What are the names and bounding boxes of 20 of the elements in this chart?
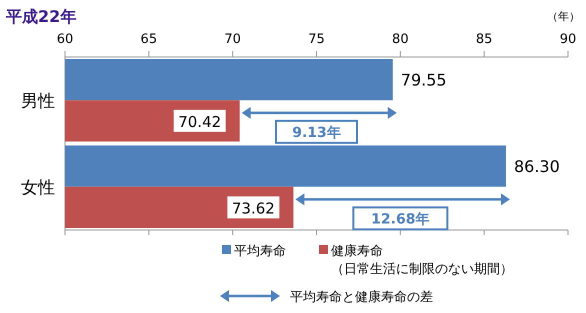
x-tick-label: 90	[560, 32, 576, 47]
annotation: 9.13年	[292, 124, 341, 141]
text: 平均寿命と健康寿命の差	[290, 290, 433, 305]
annotation: 12.68年	[371, 211, 430, 228]
data-label: 70.42	[178, 112, 222, 131]
x-tick-label: 85	[476, 32, 492, 47]
data-label: 79.55	[400, 70, 447, 90]
chart-title: 平成22年	[5, 7, 76, 26]
y-tick-label: 男性	[21, 91, 55, 112]
data-label: 86.30	[514, 157, 560, 176]
legend-label: 平均寿命	[234, 244, 286, 259]
legend-label: 健康寿命（日常生活に制限のない期間）	[331, 244, 513, 277]
y-tick-label: 女性	[21, 178, 55, 198]
data-label: 73.62	[232, 199, 275, 218]
x-tick-label: 80	[392, 32, 409, 47]
x-tick-label: 70	[224, 32, 241, 47]
x-tick-label: 65	[140, 32, 158, 47]
x-tick-label: 75	[308, 32, 325, 47]
x-tick-label: 60	[56, 32, 74, 47]
x-axis-title: （年）	[547, 10, 580, 23]
